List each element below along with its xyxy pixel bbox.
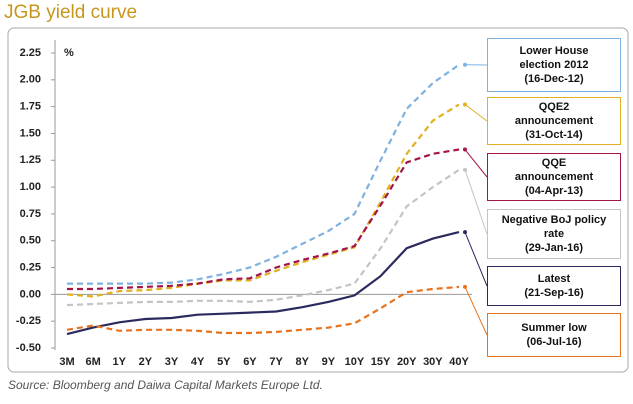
series-line: [67, 148, 460, 291]
y-tick-label: 0.25: [20, 261, 41, 273]
x-tick-label: 7Y: [269, 356, 283, 368]
legend-leader-tip: [463, 284, 467, 289]
x-tick-label: 3M: [59, 356, 74, 368]
y-tick-label: -0.50: [16, 342, 41, 354]
y-tick-label: 1.75: [20, 101, 41, 113]
legend-leader: [464, 149, 488, 178]
x-tick-label: 40Y: [449, 356, 469, 368]
x-tick-label: 2Y: [139, 356, 153, 368]
y-tick-label: 0.75: [20, 208, 41, 220]
legend-entry: Negative BoJ policy rate (29-Jan-16): [487, 209, 621, 259]
source-note: Source: Bloomberg and Daiwa Capital Mark…: [8, 378, 323, 392]
x-tick-label: 5Y: [217, 356, 231, 368]
legend-leader-tip: [463, 167, 467, 172]
legend-entry: QQE2 announcement (31-Oct-14): [487, 97, 621, 145]
legend-leader: [464, 169, 488, 235]
legend-leader-tip: [463, 102, 467, 107]
x-tick-label: 10Y: [345, 356, 365, 368]
series-line: [66, 231, 460, 336]
series-line: [67, 63, 460, 285]
legend-entry: Lower House election 2012 (16-Dec-12): [487, 38, 621, 92]
x-tick-label: 20Y: [397, 356, 417, 368]
y-tick-label: -0.25: [16, 315, 41, 327]
x-tick-label: 15Y: [371, 356, 391, 368]
y-axis-label: %: [64, 47, 74, 59]
legend-leader: [464, 286, 488, 336]
chart-frame: [7, 27, 629, 373]
series-line: [66, 285, 460, 335]
legend-entry: Latest (21-Sep-16): [487, 266, 621, 306]
series-line: [66, 103, 460, 298]
y-tick-label: 2.25: [20, 47, 41, 59]
legend-leader: [464, 104, 488, 122]
y-tick-label: 2.00: [20, 74, 41, 86]
legend-entry: QQE announcement (04-Apr-13): [487, 153, 621, 201]
x-tick-label: 8Y: [295, 356, 309, 368]
legend-leader: [464, 231, 488, 287]
y-tick-label: 1.50: [20, 127, 41, 139]
x-tick-label: 30Y: [423, 356, 443, 368]
x-tick-label: 4Y: [191, 356, 205, 368]
y-tick-label: 0.50: [20, 235, 41, 247]
x-tick-label: 9Y: [322, 356, 336, 368]
chart-title: JGB yield curve: [4, 2, 138, 23]
legend-leader-tip: [463, 62, 467, 67]
series-line: [66, 168, 460, 307]
y-tick-label: 1.00: [20, 181, 41, 193]
legend-leader-tip: [463, 147, 467, 152]
x-tick-label: 1Y: [113, 356, 127, 368]
x-tick-label: 3Y: [165, 356, 179, 368]
y-tick-label: 0.00: [20, 288, 41, 300]
y-tick-label: 1.25: [20, 154, 41, 166]
legend-entry: Summer low (06-Jul-16): [487, 313, 621, 357]
x-tick-label: 6M: [85, 356, 100, 368]
legend-leader-tip: [463, 230, 467, 235]
x-tick-label: 6Y: [243, 356, 257, 368]
